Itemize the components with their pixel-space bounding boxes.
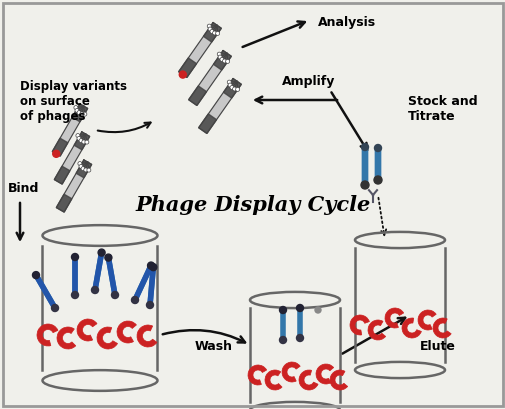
Polygon shape bbox=[223, 79, 241, 98]
Polygon shape bbox=[203, 22, 221, 42]
Text: Bind: Bind bbox=[8, 182, 39, 195]
Wedge shape bbox=[247, 365, 266, 385]
Ellipse shape bbox=[147, 262, 154, 269]
Wedge shape bbox=[401, 318, 421, 338]
FancyBboxPatch shape bbox=[361, 146, 367, 186]
Wedge shape bbox=[265, 370, 281, 390]
Wedge shape bbox=[329, 370, 347, 390]
Wedge shape bbox=[97, 327, 117, 349]
Ellipse shape bbox=[225, 59, 229, 63]
Ellipse shape bbox=[235, 88, 239, 92]
Wedge shape bbox=[37, 324, 58, 346]
Wedge shape bbox=[316, 364, 333, 384]
Ellipse shape bbox=[315, 307, 320, 313]
Ellipse shape bbox=[79, 164, 83, 169]
Wedge shape bbox=[281, 362, 299, 382]
Ellipse shape bbox=[111, 292, 118, 299]
Ellipse shape bbox=[210, 29, 214, 34]
Polygon shape bbox=[56, 194, 72, 212]
Ellipse shape bbox=[207, 24, 211, 28]
Ellipse shape bbox=[220, 57, 224, 61]
Wedge shape bbox=[384, 308, 403, 328]
Ellipse shape bbox=[149, 264, 157, 271]
Polygon shape bbox=[198, 114, 216, 133]
Ellipse shape bbox=[81, 166, 85, 171]
Ellipse shape bbox=[374, 144, 381, 151]
Ellipse shape bbox=[232, 87, 236, 91]
Polygon shape bbox=[178, 22, 221, 77]
Ellipse shape bbox=[80, 112, 84, 116]
Ellipse shape bbox=[52, 304, 59, 312]
Wedge shape bbox=[117, 321, 136, 343]
Ellipse shape bbox=[76, 134, 80, 137]
Wedge shape bbox=[77, 319, 97, 341]
Ellipse shape bbox=[217, 52, 221, 56]
Ellipse shape bbox=[53, 151, 60, 157]
Polygon shape bbox=[76, 160, 91, 178]
Ellipse shape bbox=[85, 140, 89, 144]
Ellipse shape bbox=[87, 168, 91, 172]
Ellipse shape bbox=[296, 304, 303, 312]
Wedge shape bbox=[367, 320, 385, 340]
Ellipse shape bbox=[74, 106, 78, 110]
Ellipse shape bbox=[77, 111, 81, 115]
Ellipse shape bbox=[296, 335, 303, 342]
Ellipse shape bbox=[227, 80, 231, 84]
Polygon shape bbox=[54, 166, 70, 184]
Text: Elute: Elute bbox=[419, 340, 455, 353]
Ellipse shape bbox=[91, 286, 98, 294]
Ellipse shape bbox=[361, 144, 368, 151]
Ellipse shape bbox=[228, 83, 232, 87]
Ellipse shape bbox=[77, 137, 81, 140]
Polygon shape bbox=[198, 79, 241, 133]
Text: Amplify: Amplify bbox=[281, 75, 335, 88]
Polygon shape bbox=[178, 58, 196, 77]
Wedge shape bbox=[137, 325, 157, 347]
Polygon shape bbox=[54, 132, 89, 184]
Wedge shape bbox=[432, 318, 450, 338]
Ellipse shape bbox=[215, 31, 219, 36]
FancyBboxPatch shape bbox=[374, 148, 380, 180]
Ellipse shape bbox=[179, 71, 186, 78]
Ellipse shape bbox=[79, 139, 83, 143]
Polygon shape bbox=[213, 51, 231, 70]
Ellipse shape bbox=[279, 337, 286, 344]
Ellipse shape bbox=[212, 31, 216, 35]
Ellipse shape bbox=[32, 272, 39, 279]
Wedge shape bbox=[417, 310, 435, 330]
Ellipse shape bbox=[373, 176, 381, 184]
Text: Display variants
on surface
of phages: Display variants on surface of phages bbox=[20, 80, 127, 123]
Ellipse shape bbox=[279, 306, 286, 314]
Wedge shape bbox=[298, 370, 318, 390]
Ellipse shape bbox=[78, 162, 82, 166]
Ellipse shape bbox=[83, 112, 87, 116]
Text: Phage Display Cycle: Phage Display Cycle bbox=[135, 195, 370, 215]
Polygon shape bbox=[52, 138, 68, 156]
Ellipse shape bbox=[146, 301, 153, 308]
Polygon shape bbox=[188, 51, 231, 106]
Ellipse shape bbox=[131, 297, 138, 303]
Text: Stock and
Titrate: Stock and Titrate bbox=[407, 95, 477, 123]
Polygon shape bbox=[72, 104, 87, 122]
Wedge shape bbox=[349, 315, 369, 335]
Ellipse shape bbox=[105, 254, 112, 261]
Ellipse shape bbox=[75, 108, 79, 112]
Ellipse shape bbox=[218, 55, 222, 59]
Ellipse shape bbox=[229, 85, 233, 90]
Ellipse shape bbox=[71, 254, 78, 261]
Ellipse shape bbox=[84, 168, 88, 172]
Text: Wash: Wash bbox=[194, 340, 232, 353]
Ellipse shape bbox=[71, 292, 78, 299]
Wedge shape bbox=[57, 327, 76, 349]
Polygon shape bbox=[56, 160, 91, 212]
Polygon shape bbox=[74, 132, 89, 150]
Ellipse shape bbox=[208, 27, 212, 31]
Polygon shape bbox=[52, 104, 87, 156]
Ellipse shape bbox=[82, 140, 86, 144]
Ellipse shape bbox=[222, 59, 226, 63]
Ellipse shape bbox=[98, 249, 105, 256]
Text: Analysis: Analysis bbox=[317, 16, 375, 29]
Polygon shape bbox=[188, 86, 206, 106]
Ellipse shape bbox=[360, 181, 368, 189]
